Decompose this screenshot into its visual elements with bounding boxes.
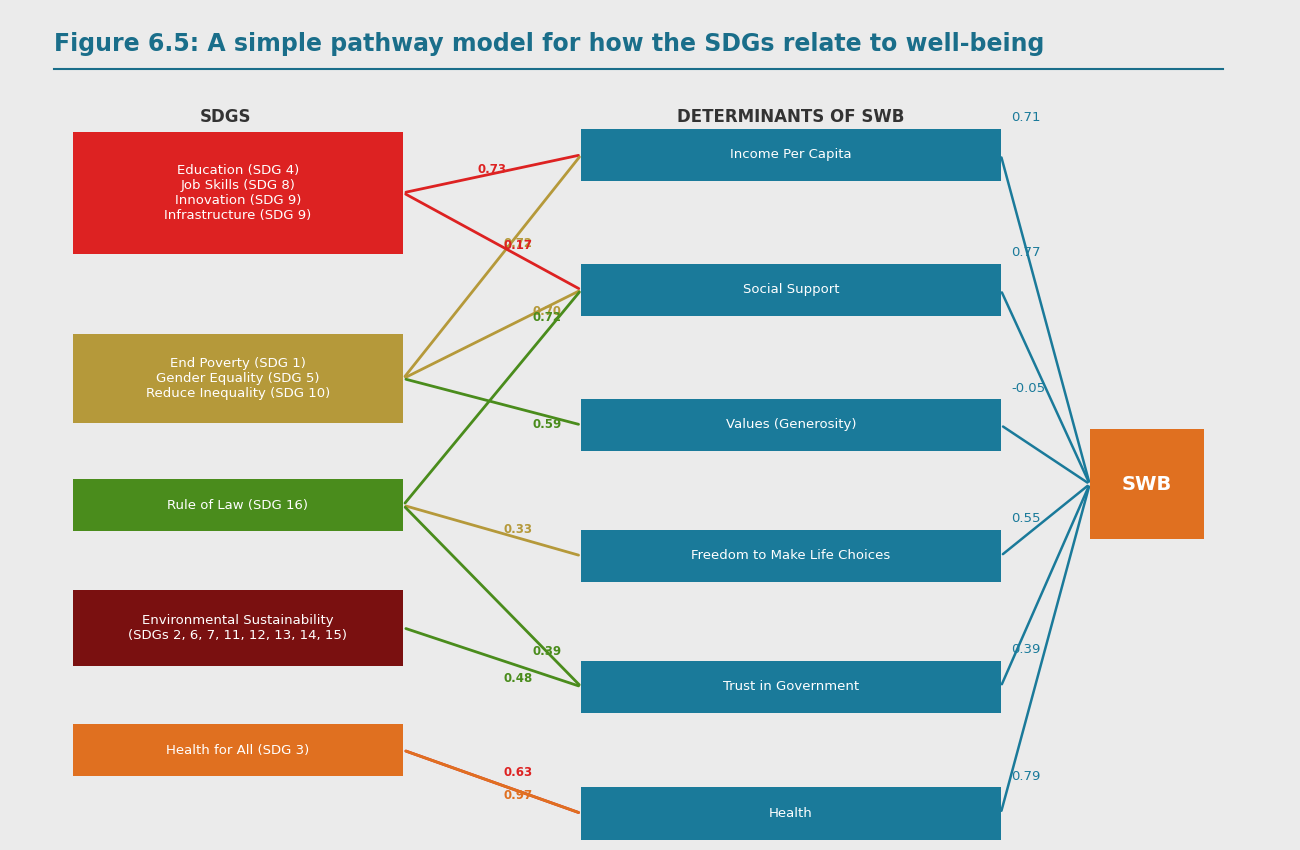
Text: 0.73: 0.73 [477,163,507,176]
Text: Social Support: Social Support [742,283,840,297]
Text: Education (SDG 4)
Job Skills (SDG 8)
Innovation (SDG 9)
Infrastructure (SDG 9): Education (SDG 4) Job Skills (SDG 8) Inn… [164,164,312,222]
Text: -0.05: -0.05 [1011,382,1045,394]
Text: Income Per Capita: Income Per Capita [731,148,852,162]
Text: Environmental Sustainability
(SDGs 2, 6, 7, 11, 12, 13, 14, 15): Environmental Sustainability (SDGs 2, 6,… [129,614,347,642]
Text: 0.72: 0.72 [533,311,562,325]
Text: Health: Health [770,807,812,820]
Text: Health for All (SDG 3): Health for All (SDG 3) [166,744,309,756]
Text: 0.79: 0.79 [1011,770,1040,783]
FancyBboxPatch shape [581,660,1001,713]
FancyBboxPatch shape [73,132,403,254]
Text: Freedom to Make Life Choices: Freedom to Make Life Choices [692,549,890,563]
Text: 0.72: 0.72 [503,236,532,250]
FancyBboxPatch shape [581,128,1001,181]
FancyBboxPatch shape [73,479,403,531]
Text: 0.55: 0.55 [1011,513,1040,525]
Text: 0.39: 0.39 [1011,643,1040,656]
Text: 0.71: 0.71 [1011,111,1040,124]
FancyBboxPatch shape [581,787,1001,840]
Text: DETERMINANTS OF SWB: DETERMINANTS OF SWB [677,108,905,127]
Text: Rule of Law (SDG 16): Rule of Law (SDG 16) [168,499,308,512]
Text: 0.39: 0.39 [532,645,562,658]
FancyBboxPatch shape [73,334,403,423]
Text: SDGS: SDGS [199,108,251,127]
FancyBboxPatch shape [581,530,1001,582]
Text: SWB: SWB [1122,474,1173,494]
Text: 0.33: 0.33 [503,523,532,536]
FancyBboxPatch shape [581,399,1001,451]
FancyBboxPatch shape [73,724,403,776]
FancyBboxPatch shape [1089,429,1204,539]
Text: Figure 6.5: A simple pathway model for how the SDGs relate to well-being: Figure 6.5: A simple pathway model for h… [53,32,1044,56]
Text: 0.48: 0.48 [503,672,532,685]
Text: Values (Generosity): Values (Generosity) [725,418,857,432]
Text: 0.70: 0.70 [533,304,562,318]
Text: 0.97: 0.97 [503,790,532,802]
Text: 0.17: 0.17 [503,239,532,252]
Text: 0.59: 0.59 [532,418,562,431]
Text: 0.63: 0.63 [503,766,532,779]
Text: Trust in Government: Trust in Government [723,680,859,694]
Text: 0.77: 0.77 [1011,246,1040,259]
FancyBboxPatch shape [73,590,403,666]
Text: End Poverty (SDG 1)
Gender Equality (SDG 5)
Reduce Inequality (SDG 10): End Poverty (SDG 1) Gender Equality (SDG… [146,357,330,400]
FancyBboxPatch shape [581,264,1001,316]
